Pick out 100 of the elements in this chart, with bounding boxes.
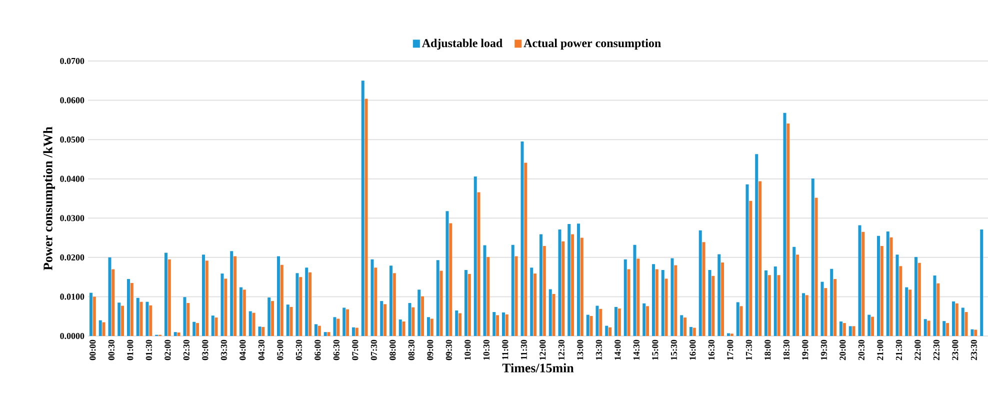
x-tick-label: 13:00	[577, 340, 584, 360]
x-tick-label: 22:00	[914, 340, 921, 360]
x-tick-label: 14:00	[614, 340, 621, 360]
bar	[308, 272, 312, 336]
bar	[886, 232, 890, 336]
bar	[842, 323, 846, 336]
legend-label: Actual power consumption	[524, 38, 661, 50]
bar	[202, 254, 205, 336]
bar	[374, 268, 378, 336]
bar	[590, 316, 593, 336]
bar	[474, 176, 477, 336]
bar	[636, 258, 640, 336]
bar	[408, 303, 412, 336]
bar	[952, 301, 955, 336]
x-tick-label: 18:30	[783, 340, 790, 360]
x-tick-label: 04:30	[258, 340, 264, 360]
bar	[834, 279, 837, 336]
bar	[108, 257, 112, 336]
bar	[896, 254, 899, 336]
x-tick-label: 21:00	[877, 340, 884, 360]
bar	[655, 269, 658, 336]
bar	[702, 242, 706, 336]
bar	[352, 327, 355, 336]
bar	[220, 274, 224, 336]
bar	[211, 316, 214, 336]
x-tick-label: 14:30	[633, 340, 640, 360]
x-tick-label: 21:30	[896, 340, 902, 360]
bar	[140, 302, 143, 336]
bar	[708, 270, 712, 336]
bar	[290, 306, 293, 336]
bar	[689, 326, 692, 336]
bar	[505, 314, 508, 336]
bar	[698, 230, 702, 336]
bar	[558, 230, 562, 336]
x-tick-label: 22:30	[933, 340, 940, 360]
bar	[814, 198, 818, 336]
bar	[324, 332, 327, 336]
x-tick-label: 04:00	[240, 340, 246, 360]
x-tick-label: 03:00	[202, 340, 208, 360]
x-tick-label: 03:30	[220, 340, 227, 360]
bar	[299, 277, 302, 336]
bar	[318, 326, 321, 336]
bar	[664, 278, 668, 336]
bar	[392, 273, 396, 336]
y-tick-label: 0.0200	[60, 254, 84, 260]
y-tick-label: 0.0600	[60, 97, 84, 104]
bar	[539, 234, 542, 336]
bar	[936, 283, 940, 336]
bar	[618, 308, 621, 336]
x-tick-label: 10:00	[464, 340, 471, 360]
bar	[692, 328, 696, 336]
bar	[942, 321, 946, 336]
bar	[458, 313, 462, 336]
bar	[258, 326, 262, 336]
bar	[955, 303, 958, 336]
x-tick-label: 16:30	[708, 340, 714, 360]
bar	[796, 254, 800, 336]
bar	[726, 333, 730, 336]
bar	[355, 328, 358, 336]
bar	[946, 323, 950, 336]
bar	[624, 259, 627, 336]
bar	[174, 332, 177, 336]
x-tick-label: 02:30	[183, 340, 190, 360]
bar	[970, 329, 974, 336]
x-tick-label: 17:30	[746, 340, 752, 360]
bar	[768, 275, 771, 336]
bar	[899, 266, 902, 336]
bar	[449, 223, 452, 336]
x-tick-label: 19:30	[820, 340, 827, 360]
bar	[824, 288, 828, 336]
bar	[234, 256, 237, 336]
bar	[652, 264, 655, 336]
bar	[661, 270, 664, 336]
bar	[333, 317, 336, 336]
bar	[468, 274, 471, 336]
bar	[924, 319, 927, 336]
bar	[305, 268, 308, 336]
y-tick-label: 0.0500	[60, 136, 84, 143]
x-tick-label: 15:30	[670, 340, 677, 360]
bar	[342, 308, 346, 336]
bar	[364, 98, 368, 336]
bar	[168, 259, 171, 336]
bar	[571, 234, 574, 336]
bar	[646, 306, 650, 336]
bar	[89, 292, 92, 336]
bar	[126, 279, 130, 336]
bar	[758, 181, 762, 336]
y-tick-label: 0.0000	[60, 332, 84, 340]
bar	[398, 320, 402, 336]
x-tick-label: 05:30	[296, 340, 302, 360]
bar	[880, 246, 884, 336]
bar	[149, 305, 152, 336]
bar	[712, 276, 715, 336]
x-tick-label: 19:00	[802, 340, 808, 360]
bar	[811, 178, 814, 336]
bar	[248, 311, 252, 336]
bar	[380, 301, 384, 336]
bar	[905, 287, 908, 336]
bar	[614, 306, 618, 336]
x-tick-label: 12:00	[540, 340, 546, 360]
